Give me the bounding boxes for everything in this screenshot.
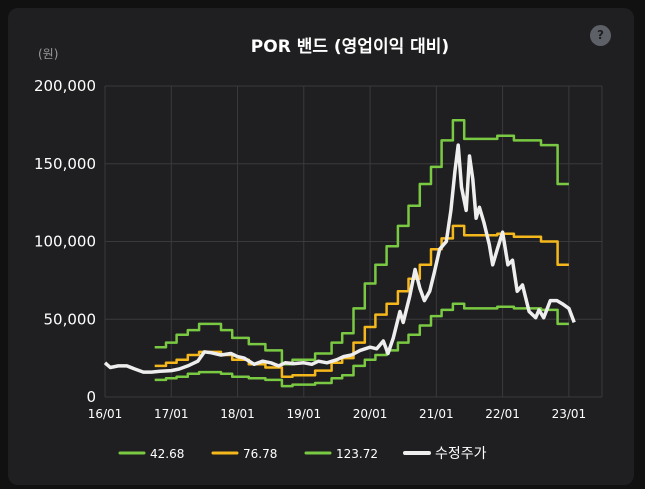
x-tick-label: 21/01 (419, 407, 454, 421)
x-tick-label: 17/01 (154, 407, 189, 421)
y-ticks: 0 50,000 100,000 150,000 200,000 (34, 77, 96, 406)
legend-label-2[interactable]: 76.78 (243, 447, 277, 461)
legend-label-1[interactable]: 42.68 (150, 447, 184, 461)
y-axis-unit: (원) (38, 47, 58, 61)
help-icon[interactable]: ? (590, 25, 611, 46)
y-tick-label: 200,000 (34, 77, 96, 95)
y-tick-label: 100,000 (34, 233, 96, 251)
series-line-1 (154, 302, 569, 388)
legend-label-3[interactable]: 123.72 (336, 447, 378, 461)
chart-card (8, 8, 634, 485)
x-tick-label: 20/01 (353, 407, 388, 421)
y-tick-label: 0 (86, 388, 96, 406)
x-tick-label: 16/01 (88, 407, 123, 421)
x-tick-label: 19/01 (287, 407, 322, 421)
y-tick-label: 50,000 (44, 310, 97, 328)
legend[interactable]: 42.68 76.78 123.72 수정주가 (118, 446, 487, 462)
x-ticks: 16/01 17/01 18/01 19/01 20/01 21/01 22/01 23/01 (88, 407, 586, 421)
chart-title: POR 밴드 (영업이익 대비) (251, 37, 449, 57)
series-line-3 (154, 118, 569, 366)
grid (104, 85, 603, 398)
x-tick-label: 23/01 (552, 407, 587, 421)
x-tick-label: 22/01 (485, 407, 520, 421)
series-lines (103, 118, 576, 388)
series-line-4 (103, 143, 576, 374)
x-tick-label: 18/01 (220, 407, 255, 421)
legend-label-4[interactable]: 수정주가 (435, 446, 487, 462)
y-tick-label: 150,000 (34, 155, 96, 173)
